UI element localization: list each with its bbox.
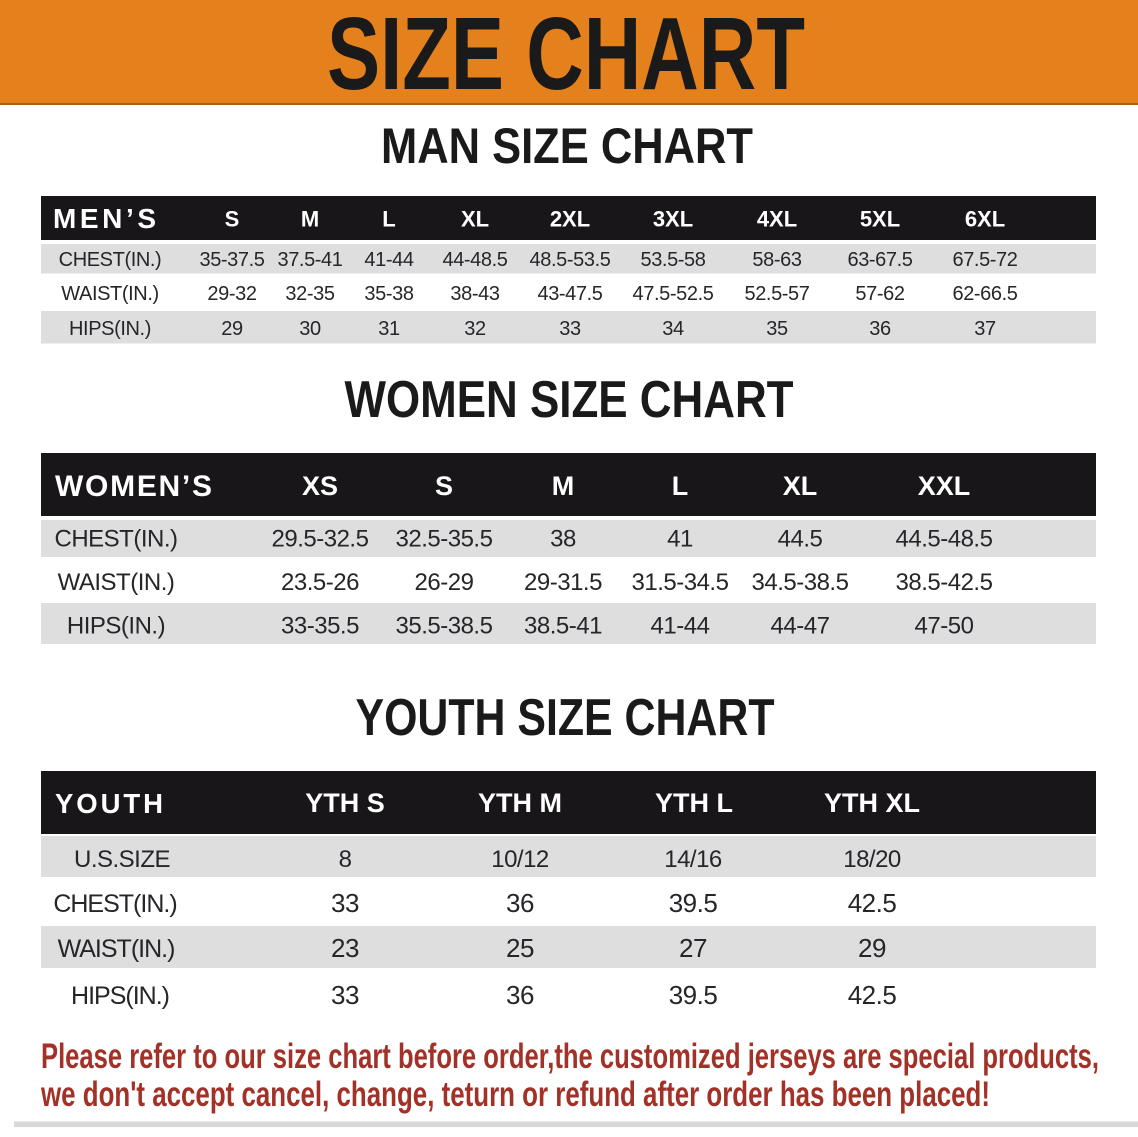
svg-text:M: M xyxy=(552,471,575,501)
svg-text:6XL: 6XL xyxy=(965,207,1005,232)
svg-text:XXL: XXL xyxy=(918,471,971,501)
svg-text:5XL: 5XL xyxy=(860,207,900,232)
svg-text:30: 30 xyxy=(299,318,321,340)
svg-text:44.5: 44.5 xyxy=(778,526,823,553)
svg-text:67.5-72: 67.5-72 xyxy=(952,249,1017,271)
svg-text:63-67.5: 63-67.5 xyxy=(847,249,912,271)
svg-text:41-44: 41-44 xyxy=(364,249,413,271)
svg-text:CHEST(IN.): CHEST(IN.) xyxy=(53,890,176,918)
svg-text:32: 32 xyxy=(464,318,486,340)
svg-text:44-47: 44-47 xyxy=(771,613,830,640)
svg-text:32.5-35.5: 32.5-35.5 xyxy=(396,526,493,553)
svg-text:U.S.SIZE: U.S.SIZE xyxy=(74,846,170,873)
svg-text:29-31.5: 29-31.5 xyxy=(524,569,602,596)
svg-text:HIPS(IN.): HIPS(IN.) xyxy=(67,613,165,640)
svg-text:Please refer to our size chart: Please refer to our size chart before or… xyxy=(41,1036,1099,1076)
svg-text:L: L xyxy=(382,207,395,232)
svg-text:35-37.5: 35-37.5 xyxy=(199,249,264,271)
svg-text:S: S xyxy=(225,207,240,232)
svg-text:4XL: 4XL xyxy=(757,207,797,232)
svg-text:39.5: 39.5 xyxy=(669,980,718,1010)
svg-text:47.5-52.5: 47.5-52.5 xyxy=(633,283,714,305)
svg-text:35-38: 35-38 xyxy=(364,283,413,305)
svg-text:CHEST(IN.): CHEST(IN.) xyxy=(55,526,178,553)
svg-text:M: M xyxy=(301,207,319,232)
svg-text:26-29: 26-29 xyxy=(415,569,474,596)
svg-text:33-35.5: 33-35.5 xyxy=(281,613,359,640)
svg-text:8: 8 xyxy=(339,846,352,873)
svg-text:41: 41 xyxy=(667,526,693,553)
svg-text:WAIST(IN.): WAIST(IN.) xyxy=(61,283,158,305)
svg-text:27: 27 xyxy=(679,933,707,963)
svg-text:WOMEN SIZE CHART: WOMEN SIZE CHART xyxy=(345,371,794,429)
svg-text:YTH XL: YTH XL xyxy=(824,788,920,818)
svg-text:37.5-41: 37.5-41 xyxy=(277,249,342,271)
svg-text:2XL: 2XL xyxy=(550,207,590,232)
svg-text:62-66.5: 62-66.5 xyxy=(952,283,1017,305)
svg-text:HIPS(IN.): HIPS(IN.) xyxy=(69,318,151,340)
svg-text:33: 33 xyxy=(559,318,581,340)
svg-text:37: 37 xyxy=(974,318,996,340)
svg-text:29: 29 xyxy=(221,318,243,340)
svg-text:23.5-26: 23.5-26 xyxy=(281,569,359,596)
svg-text:33: 33 xyxy=(331,888,359,918)
svg-text:25: 25 xyxy=(506,933,534,963)
svg-text:58-63: 58-63 xyxy=(752,249,801,271)
svg-text:MAN SIZE CHART: MAN SIZE CHART xyxy=(381,118,753,174)
svg-text:XL: XL xyxy=(461,207,489,232)
svg-text:YTH S: YTH S xyxy=(305,788,385,818)
svg-text:34.5-38.5: 34.5-38.5 xyxy=(752,569,849,596)
svg-text:36: 36 xyxy=(869,318,891,340)
svg-text:38: 38 xyxy=(550,526,576,553)
svg-text:10/12: 10/12 xyxy=(491,846,549,873)
svg-text:MEN’S: MEN’S xyxy=(53,203,156,234)
svg-text:we don't accept cancel, change: we don't accept cancel, change, teturn o… xyxy=(40,1074,990,1114)
svg-text:WAIST(IN.): WAIST(IN.) xyxy=(58,569,175,596)
svg-text:38-43: 38-43 xyxy=(450,283,499,305)
svg-text:18/20: 18/20 xyxy=(843,846,901,873)
svg-text:SIZE CHART: SIZE CHART xyxy=(327,0,805,111)
svg-text:53.5-58: 53.5-58 xyxy=(640,249,705,271)
svg-text:WAIST(IN.): WAIST(IN.) xyxy=(58,935,175,963)
svg-text:3XL: 3XL xyxy=(653,207,693,232)
svg-text:44.5-48.5: 44.5-48.5 xyxy=(896,526,993,553)
svg-text:47-50: 47-50 xyxy=(915,613,974,640)
svg-text:29-32: 29-32 xyxy=(207,283,256,305)
svg-text:29.5-32.5: 29.5-32.5 xyxy=(272,526,369,553)
svg-text:44-48.5: 44-48.5 xyxy=(442,249,507,271)
svg-text:YOUTH: YOUTH xyxy=(55,788,163,819)
svg-text:WOMEN’S: WOMEN’S xyxy=(55,470,212,503)
svg-text:39.5: 39.5 xyxy=(669,888,718,918)
svg-text:HIPS(IN.): HIPS(IN.) xyxy=(71,982,169,1010)
svg-text:36: 36 xyxy=(506,980,534,1010)
svg-text:34: 34 xyxy=(662,318,684,340)
svg-text:YOUTH SIZE CHART: YOUTH SIZE CHART xyxy=(356,689,775,747)
svg-text:23: 23 xyxy=(331,933,359,963)
svg-text:43-47.5: 43-47.5 xyxy=(537,283,602,305)
svg-text:CHEST(IN.): CHEST(IN.) xyxy=(59,249,162,271)
svg-text:42.5: 42.5 xyxy=(848,980,897,1010)
svg-text:38.5-41: 38.5-41 xyxy=(524,613,602,640)
svg-text:35.5-38.5: 35.5-38.5 xyxy=(396,613,493,640)
svg-text:31: 31 xyxy=(378,318,400,340)
svg-text:52.5-57: 52.5-57 xyxy=(744,283,809,305)
svg-text:33: 33 xyxy=(331,980,359,1010)
svg-text:XS: XS xyxy=(302,471,338,501)
svg-text:L: L xyxy=(672,471,689,501)
svg-text:38.5-42.5: 38.5-42.5 xyxy=(896,569,993,596)
svg-text:31.5-34.5: 31.5-34.5 xyxy=(632,569,729,596)
svg-text:29: 29 xyxy=(858,933,886,963)
svg-text:48.5-53.5: 48.5-53.5 xyxy=(530,249,611,271)
svg-text:XL: XL xyxy=(783,471,818,501)
svg-text:42.5: 42.5 xyxy=(848,888,897,918)
svg-text:35: 35 xyxy=(766,318,788,340)
svg-text:14/16: 14/16 xyxy=(664,846,722,873)
svg-text:36: 36 xyxy=(506,888,534,918)
svg-text:YTH M: YTH M xyxy=(478,788,562,818)
svg-text:S: S xyxy=(435,471,453,501)
svg-text:32-35: 32-35 xyxy=(285,283,334,305)
svg-text:41-44: 41-44 xyxy=(651,613,710,640)
svg-text:57-62: 57-62 xyxy=(855,283,904,305)
svg-text:YTH L: YTH L xyxy=(655,788,733,818)
